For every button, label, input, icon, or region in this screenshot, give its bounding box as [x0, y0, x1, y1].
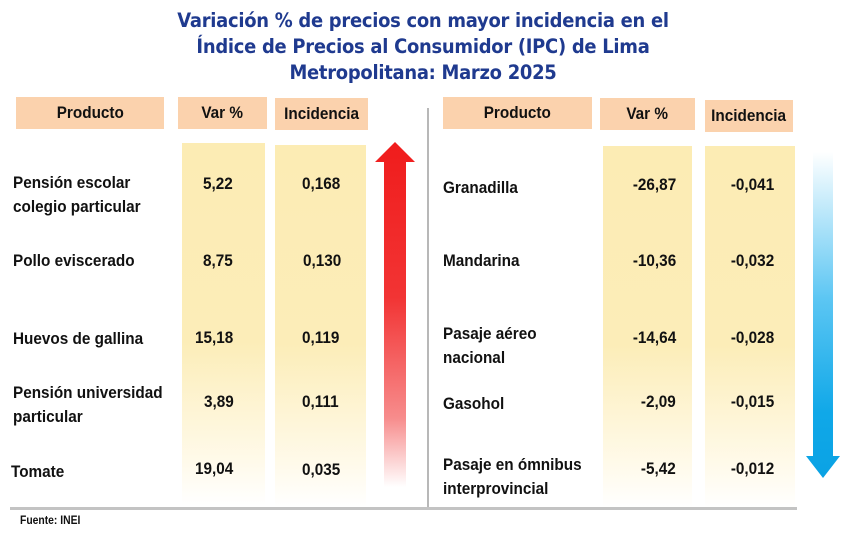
left-row-2-producto: Pollo eviscerado	[13, 251, 135, 270]
left-row-1-incidencia: 0,168	[302, 174, 341, 193]
right-row-2-producto: Mandarina	[443, 251, 520, 270]
left-row-5-producto: Tomate	[11, 462, 65, 481]
left-row-3-var: 15,18	[195, 328, 234, 347]
right-row-2-var: -10,36	[632, 251, 676, 270]
right-header-producto: Producto	[443, 97, 592, 129]
title-line-1: Variación % de precios con mayor inciden…	[177, 9, 669, 32]
table-divider	[427, 108, 429, 508]
left-row-4-producto: Pensión universidad particular	[13, 383, 163, 426]
left-row-3-producto: Huevos de gallina	[13, 329, 144, 348]
right-row-1-incidencia: -0,041	[730, 175, 774, 194]
right-incidencia-column-bg	[705, 146, 795, 508]
left-row-5-var: 19,04	[195, 459, 234, 478]
left-row-3-incidencia: 0,119	[302, 328, 340, 347]
source-note: Fuente: INEI	[20, 515, 81, 527]
left-header-producto: Producto	[16, 97, 164, 129]
left-row-1-var: 5,22	[203, 174, 233, 193]
left-row-5-incidencia: 0,035	[302, 460, 341, 479]
right-header-incidencia: Incidencia	[705, 100, 793, 132]
left-header-var: Var %	[178, 97, 267, 129]
right-row-5-var: -5,42	[641, 459, 676, 478]
left-row-2-var: 8,75	[203, 251, 233, 270]
right-row-3-producto: Pasaje aéreo nacional	[443, 324, 537, 367]
right-row-3-incidencia: -0,028	[730, 328, 774, 347]
bottom-border	[10, 507, 797, 510]
right-row-5-producto: Pasaje en ómnibus interprovincial	[443, 455, 582, 498]
right-var-column-bg	[603, 146, 692, 508]
right-row-1-var: -26,87	[632, 175, 676, 194]
right-row-2-incidencia: -0,032	[730, 251, 774, 270]
right-row-4-incidencia: -0,015	[730, 392, 774, 411]
left-var-column-bg	[182, 143, 265, 505]
left-row-2-incidencia: 0,130	[303, 251, 342, 270]
right-row-5-incidencia: -0,012	[730, 459, 774, 478]
right-row-4-var: -2,09	[641, 392, 676, 411]
right-header-var: Var %	[600, 98, 695, 130]
title-line-2: Índice de Precios al Consumidor (IPC) de…	[196, 35, 650, 58]
right-row-4-producto: Gasohol	[443, 394, 505, 413]
left-row-1-producto: Pensión escolar colegio particular	[13, 173, 141, 216]
up-arrow-icon	[375, 142, 415, 487]
chart-title: Variación % de precios con mayor inciden…	[34, 8, 812, 86]
title-line-3: Metropolitana: Marzo 2025	[289, 61, 557, 84]
down-arrow-icon	[806, 152, 840, 478]
left-row-4-incidencia: 0,111	[302, 392, 339, 411]
right-row-1-producto: Granadilla	[443, 178, 518, 197]
left-incidencia-column-bg	[275, 145, 366, 507]
left-row-4-var: 3,89	[204, 392, 234, 411]
left-header-incidencia: Incidencia	[275, 98, 368, 130]
right-row-3-var: -14,64	[632, 328, 676, 347]
